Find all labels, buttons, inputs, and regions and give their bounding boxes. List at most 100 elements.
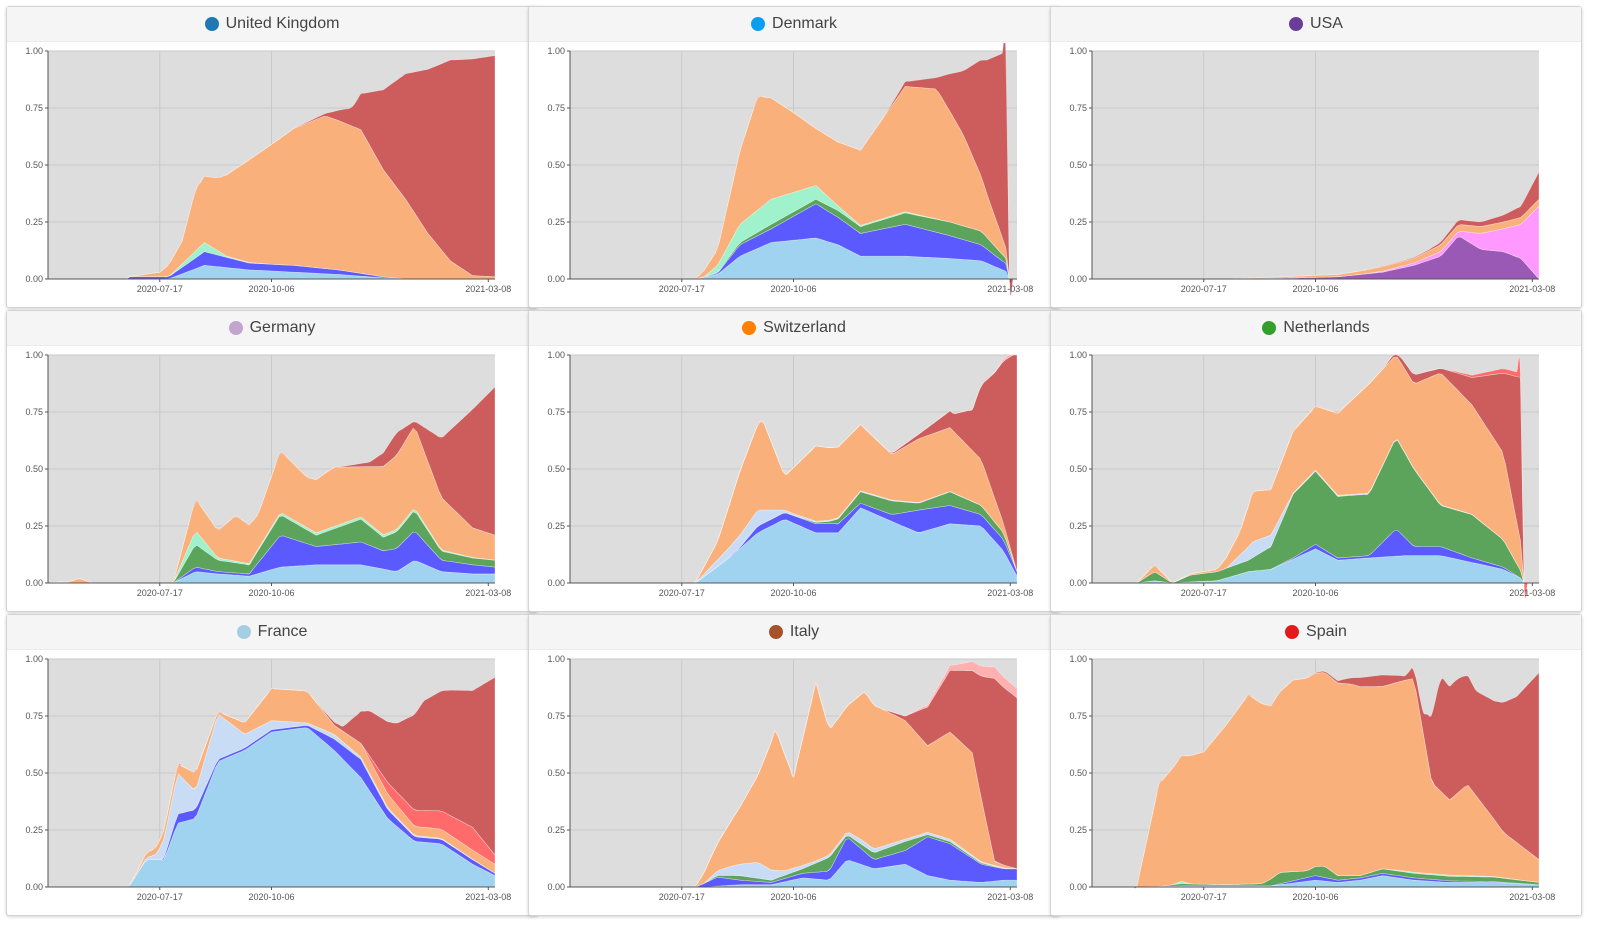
y-tick-label: 0.00 [547, 578, 565, 588]
area-chart: 0.00 0.25 0.50 0.75 1.00 2020-07-17 2020-10-06… [25, 654, 511, 902]
area-chart: 0.00 0.25 0.50 0.75 1.00 2020-07-17 2020-10-06… [1069, 350, 1555, 599]
y-tick-label: 0.50 [25, 768, 43, 778]
y-tick-label: 0.50 [25, 160, 43, 170]
legend-dot-icon [742, 321, 757, 335]
chart-title-bar: France [7, 615, 537, 650]
chart-panel: Denmark 0.00 0.25 0.50 0.75 1.00 2020-07-17 202… [528, 6, 1060, 308]
y-tick-label: 0.25 [547, 217, 565, 227]
y-tick-label: 0.75 [547, 711, 565, 721]
legend-dot-icon [204, 17, 219, 31]
area-series-alpha [1092, 667, 1540, 889]
chart-title-bar: Italy [529, 615, 1059, 650]
chart-title: Netherlands [1283, 319, 1370, 336]
chart-panel: Spain 0.00 0.25 0.50 0.75 1.00 2020-07-17 2020-… [1050, 614, 1582, 916]
x-tick-label: 2021-03-08 [1509, 892, 1555, 902]
y-tick-label: 0.75 [547, 103, 565, 113]
y-tick-label: 0.50 [547, 768, 565, 778]
x-tick-label: 2021-03-08 [987, 284, 1033, 294]
x-tick-label: 2020-07-17 [137, 284, 183, 294]
y-tick-label: 1.00 [1069, 350, 1087, 360]
chart-title: France [257, 623, 308, 640]
y-tick-label: 1.00 [25, 350, 43, 360]
area-chart: 0.00 0.25 0.50 0.75 1.00 2020-07-17 2020-10-06… [1069, 46, 1555, 294]
y-tick-label: 0.25 [25, 217, 43, 227]
x-tick-label: 2020-07-17 [1181, 284, 1227, 294]
chart-panel: Germany 0.00 0.25 0.50 0.75 1.00 2020-07-17 202… [6, 310, 538, 612]
y-tick-label: 0.25 [1069, 825, 1087, 835]
x-tick-label: 2021-03-08 [465, 284, 511, 294]
legend-dot-icon [228, 321, 243, 335]
y-tick-label: 0.25 [1069, 521, 1087, 531]
y-tick-label: 0.25 [547, 825, 565, 835]
x-tick-label: 2020-10-06 [1292, 284, 1338, 294]
y-tick-label: 0.50 [25, 464, 43, 474]
y-tick-label: 1.00 [25, 654, 43, 664]
chart-title-bar: Germany [7, 311, 537, 346]
y-tick-label: 1.00 [547, 350, 565, 360]
chart-title-bar: Switzerland [529, 311, 1059, 346]
y-tick-label: 1.00 [1069, 654, 1087, 664]
x-tick-label: 2021-03-08 [465, 892, 511, 902]
x-tick-label: 2020-10-06 [770, 892, 816, 902]
area-series-alpha [48, 676, 496, 888]
x-tick-label: 2020-10-06 [248, 588, 294, 598]
area-series-alpha [48, 55, 496, 280]
area-chart: 0.00 0.25 0.50 0.75 1.00 2020-07-17 2020-10-06… [547, 350, 1033, 598]
chart-title-bar: USA [1051, 7, 1581, 42]
legend-dot-icon [768, 625, 783, 639]
y-tick-label: 0.25 [25, 521, 43, 531]
area-chart: 0.00 0.25 0.50 0.75 1.00 2020-07-17 2020-10-06… [25, 46, 511, 294]
y-tick-label: 0.50 [547, 160, 565, 170]
area-chart: 0.00 0.25 0.50 0.75 1.00 2020-07-17 2020-10-06… [25, 350, 511, 598]
chart-title-bar: Denmark [529, 7, 1059, 42]
x-tick-label: 2020-10-06 [770, 284, 816, 294]
y-tick-label: 0.25 [1069, 217, 1087, 227]
x-tick-label: 2020-07-17 [1181, 588, 1227, 598]
x-tick-label: 2020-07-17 [1181, 892, 1227, 902]
y-tick-label: 0.75 [1069, 711, 1087, 721]
x-tick-label: 2021-03-08 [465, 588, 511, 598]
legend-dot-icon [1285, 625, 1300, 639]
area-series-red2 [1092, 354, 1539, 599]
chart-title: Italy [789, 623, 820, 640]
y-tick-label: 0.00 [1069, 274, 1087, 284]
x-tick-label: 2020-10-06 [770, 588, 816, 598]
y-tick-label: 1.00 [25, 46, 43, 56]
area-chart: 0.00 0.25 0.50 0.75 1.00 2020-07-17 2020-10-06… [1069, 654, 1555, 902]
y-tick-label: 1.00 [547, 46, 565, 56]
y-tick-label: 1.00 [1069, 46, 1087, 56]
x-tick-label: 2020-10-06 [1292, 588, 1338, 598]
chart-panel: USA 0.00 0.25 0.50 0.75 1.00 2020-07-17 2020-10… [1050, 6, 1582, 308]
chart-title-bar: United Kingdom [7, 7, 537, 42]
y-tick-label: 0.75 [1069, 103, 1087, 113]
legend-dot-icon [1262, 321, 1277, 335]
x-tick-label: 2021-03-08 [1509, 588, 1555, 598]
chart-panel: Switzerland 0.00 0.25 0.50 0.75 1.00 2020-07-1… [528, 310, 1060, 612]
y-tick-label: 0.25 [547, 521, 565, 531]
y-tick-label: 0.75 [25, 407, 43, 417]
y-tick-label: 0.50 [1069, 160, 1087, 170]
y-tick-label: 0.00 [25, 274, 43, 284]
y-tick-label: 0.50 [547, 464, 565, 474]
legend-dot-icon [751, 17, 766, 31]
y-tick-label: 0.75 [25, 711, 43, 721]
chart-title: Germany [249, 319, 316, 336]
x-tick-label: 2020-10-06 [1292, 892, 1338, 902]
y-tick-label: 0.00 [1069, 882, 1087, 892]
chart-title: Denmark [772, 15, 837, 32]
y-tick-label: 0.00 [1069, 578, 1087, 588]
chart-panel: United Kingdom 0.00 0.25 0.50 0.75 1.00 2020-0… [6, 6, 538, 308]
y-tick-label: 0.50 [1069, 464, 1087, 474]
chart-title: United Kingdom [225, 15, 340, 32]
chart-panel: Netherlands 0.00 0.25 0.50 0.75 1.00 2020-07-1… [1050, 310, 1582, 612]
x-tick-label: 2020-07-17 [659, 588, 705, 598]
y-tick-label: 0.75 [1069, 407, 1087, 417]
chart-title: USA [1310, 15, 1343, 32]
y-tick-label: 0.00 [547, 274, 565, 284]
x-tick-label: 2020-07-17 [659, 892, 705, 902]
x-tick-label: 2021-03-08 [987, 588, 1033, 598]
y-tick-label: 0.00 [547, 882, 565, 892]
chart-panel: Italy 0.00 0.25 0.50 0.75 1.00 2020-07-17 2020-… [528, 614, 1060, 916]
x-tick-label: 2020-07-17 [137, 588, 183, 598]
chart-title: Spain [1306, 623, 1347, 640]
